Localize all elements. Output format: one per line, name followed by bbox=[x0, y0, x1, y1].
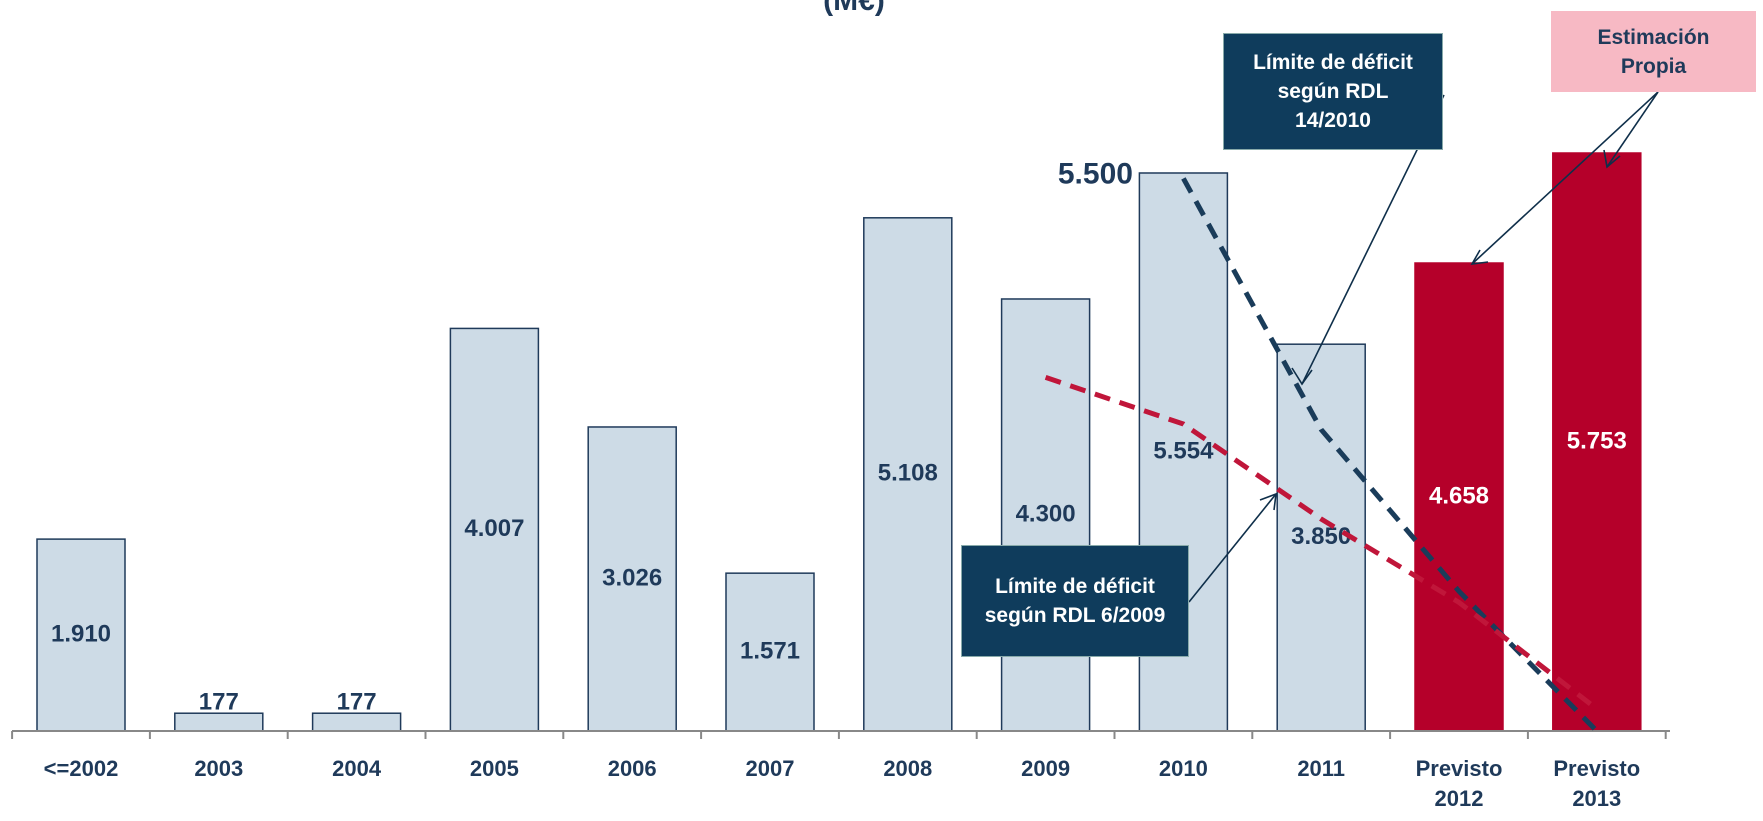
x-tick-label: 2008 bbox=[883, 756, 933, 781]
bar bbox=[311, 712, 402, 732]
arrow bbox=[1606, 91, 1659, 168]
bar bbox=[1000, 298, 1091, 732]
x-tick-label: 2004 bbox=[332, 756, 382, 781]
arrow-head bbox=[1291, 367, 1313, 386]
value-label: 5.108 bbox=[878, 460, 938, 487]
bar bbox=[863, 217, 953, 732]
x-tick-label: <=2002 bbox=[43, 756, 119, 781]
bar bbox=[1552, 152, 1642, 732]
arrow bbox=[1471, 91, 1659, 265]
arrow-head bbox=[1603, 149, 1621, 169]
arrow-head bbox=[1259, 492, 1277, 511]
callout-rdl14: Límite de déficit según RDL 14/2010 bbox=[1223, 33, 1443, 150]
value-label: 5.554 bbox=[1153, 437, 1214, 464]
line-value-label: 5.500 bbox=[1058, 157, 1133, 190]
bar bbox=[174, 712, 264, 732]
value-label: 177 bbox=[337, 689, 377, 716]
callout-rdl6: Límite de déficit según RDL 6/2009 bbox=[961, 545, 1189, 657]
callout-estimacion: Estimación Propia bbox=[1551, 11, 1756, 92]
bar bbox=[725, 572, 815, 732]
value-label: 1.910 bbox=[51, 620, 111, 647]
value-label: 3.026 bbox=[602, 564, 662, 591]
value-label: 5.753 bbox=[1567, 427, 1627, 454]
arrow-head bbox=[1470, 249, 1489, 265]
x-tick-label: 2009 bbox=[1021, 756, 1071, 781]
limit-line bbox=[1181, 177, 1599, 733]
value-label: 1.571 bbox=[740, 637, 800, 664]
x-tick-label: Previsto 2013 bbox=[1553, 756, 1641, 811]
value-label: 177 bbox=[199, 689, 239, 716]
x-tick-label: 2005 bbox=[469, 756, 519, 781]
x-tick-label: 2011 bbox=[1297, 756, 1346, 781]
x-tick-label: 2003 bbox=[194, 756, 244, 781]
value-label: 4.300 bbox=[1016, 500, 1076, 527]
value-label: 4.658 bbox=[1429, 482, 1489, 509]
bar bbox=[587, 426, 677, 732]
value-label: 3.850 bbox=[1291, 523, 1351, 550]
bars bbox=[36, 152, 1642, 732]
bar bbox=[449, 327, 540, 732]
chart-title: (M€) bbox=[823, 0, 885, 17]
value-label: 4.007 bbox=[464, 515, 524, 542]
x-tick-label: 2010 bbox=[1158, 756, 1208, 781]
limit-line bbox=[1044, 374, 1599, 711]
x-tick-label: Previsto 2012 bbox=[1415, 756, 1503, 811]
bar bbox=[36, 538, 126, 732]
x-tick-label: 2006 bbox=[607, 756, 657, 781]
arrow bbox=[1188, 493, 1277, 603]
x-tick-label: 2007 bbox=[745, 756, 795, 781]
